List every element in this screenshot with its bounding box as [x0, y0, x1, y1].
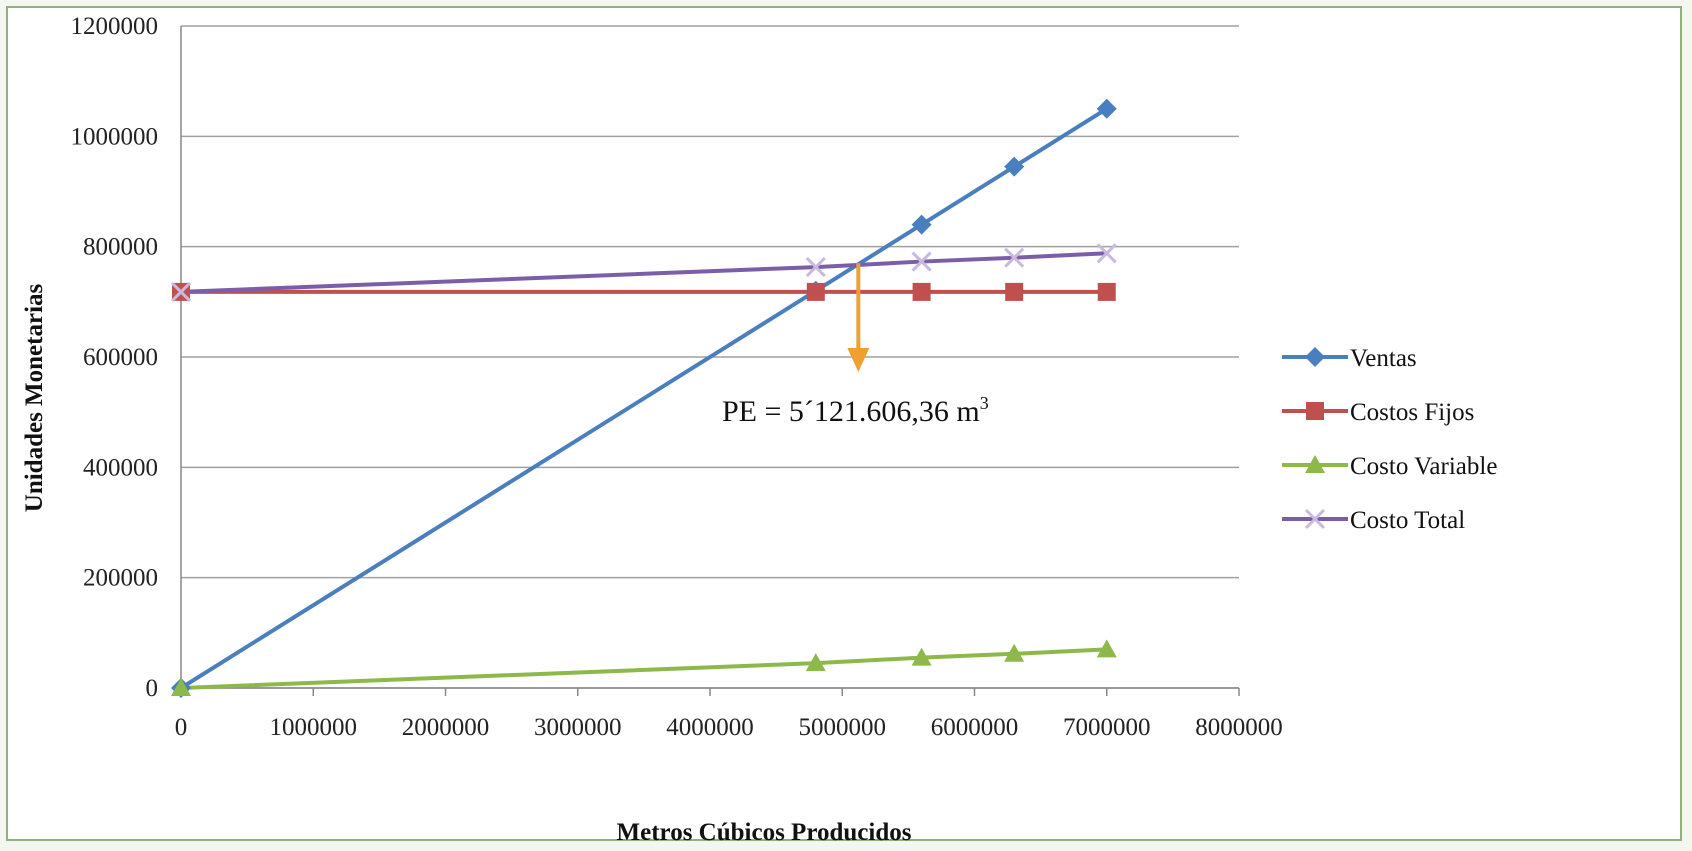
x-tick-label: 5000000 [799, 714, 887, 741]
data-point-costo-total [1096, 243, 1117, 264]
y-axis-title: Unidades Monetarias [21, 283, 48, 512]
y-tick-label: 1200000 [71, 13, 159, 40]
y-tick-label: 1000000 [71, 123, 159, 150]
legend-label: Costos Fijos [1350, 399, 1474, 426]
data-point-costo-total [170, 281, 192, 302]
legend-label: Costo Total [1350, 507, 1465, 534]
legend-label: Ventas [1350, 345, 1417, 372]
series-lines [170, 98, 1117, 698]
y-tick-labels: 0 200000 400000 600000 800000 1000000 1200000 [71, 13, 159, 702]
legend-marker-costo-total-stroke [1304, 508, 1326, 530]
y-tick-label: 800000 [83, 234, 158, 261]
x-tick-label: 7000000 [1063, 714, 1151, 741]
y-tick-label: 400000 [83, 454, 158, 481]
data-point-costo-total-stroke [170, 281, 192, 302]
data-point-costo-variable [805, 653, 826, 672]
data-point-ventas [1096, 98, 1117, 119]
legend-item-costo-total: Costo Total [1282, 507, 1465, 534]
data-point-costo-total-stroke [1096, 243, 1117, 264]
series-line-costo-total [180, 251, 1107, 294]
x-tick-label: 6000000 [931, 714, 1019, 741]
x-tick-label: 1000000 [270, 714, 358, 741]
data-point-costos-fijos [806, 282, 825, 301]
y-tick-label: 600000 [83, 344, 158, 371]
data-point-costo-total [1004, 247, 1025, 268]
x-tick-label: 2000000 [402, 714, 490, 741]
legend-label: Costo Variable [1350, 453, 1497, 480]
data-point-costo-variable [171, 678, 191, 696]
data-point-costo-total-stroke [805, 257, 826, 278]
x-tick-label: 0 [175, 714, 188, 741]
legend-marker-costo-variable [1305, 455, 1325, 473]
data-point-costo-variable [911, 647, 932, 666]
x-axis-title: Metros Cúbicos Producidos [617, 819, 912, 846]
legend: Ventas Costos Fijos Costo Variable Costo To… [1282, 345, 1497, 534]
data-point-costo-total [911, 251, 932, 272]
y-tick-label: 200000 [83, 565, 158, 592]
break-even-annotation: PE = 5´121.606,36 m3 [722, 263, 989, 428]
y-tick-label: 0 [146, 675, 159, 702]
series-line-costo-variable [180, 647, 1107, 690]
data-point-costo-variable [1004, 643, 1025, 662]
x-tick-label: 4000000 [666, 714, 754, 741]
data-point-costos-fijos [1097, 282, 1116, 301]
break-even-arrow-head [847, 348, 870, 372]
x-tick-label: 8000000 [1195, 714, 1283, 741]
data-point-costo-total-stroke [911, 251, 932, 272]
data-point-costos-fijos [1005, 282, 1024, 301]
break-even-label: PE = 5´121.606,36 m3 [722, 393, 989, 428]
data-point-ventas [1004, 156, 1025, 177]
data-point-costo-variable [1096, 639, 1117, 658]
data-point-costos-fijos [912, 282, 931, 301]
legend-marker-costo-total [1304, 508, 1326, 530]
x-tick-label: 3000000 [534, 714, 622, 741]
data-point-costo-total [805, 257, 826, 278]
chart-frame [6, 6, 1682, 841]
legend-marker-costos-fijos [1306, 402, 1324, 420]
legend-item-ventas: Ventas [1282, 345, 1417, 372]
legend-marker-ventas [1305, 347, 1325, 367]
data-point-ventas [911, 214, 932, 235]
legend-item-costo-variable: Costo Variable [1282, 453, 1497, 480]
legend-item-costos-fijos: Costos Fijos [1282, 399, 1474, 426]
x-tick-labels: 0 1000000 2000000 3000000 4000000 5000000 6000… [175, 688, 1283, 741]
data-point-costo-total-stroke [1004, 247, 1025, 268]
